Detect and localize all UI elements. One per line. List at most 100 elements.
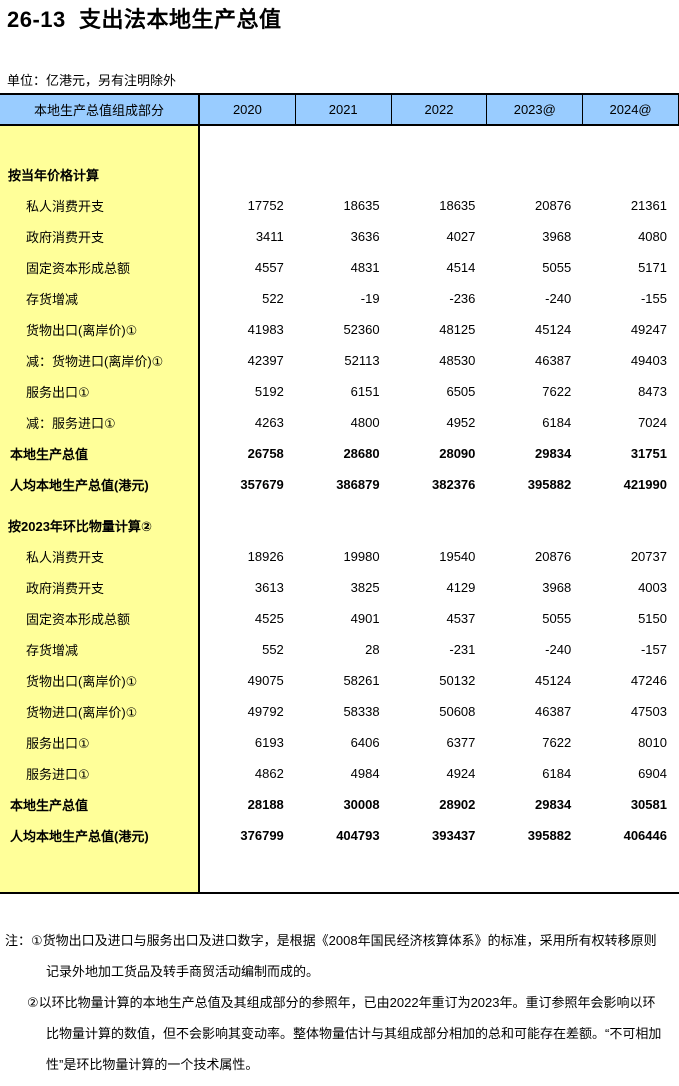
- cell-value: 6406: [350, 735, 380, 750]
- cell-value: 3968: [542, 580, 572, 595]
- row-label: 私人消费开支: [26, 550, 105, 565]
- footnote-line: 比物量计算的数值，但不会影响其变动率。整体物量估计与其组成部分相加的总和可能存在…: [46, 1026, 662, 1041]
- cell-value: 8010: [638, 735, 667, 750]
- cell-value: 30581: [630, 797, 667, 812]
- cell-value: 30008: [343, 797, 380, 812]
- cell-value: 19980: [343, 549, 380, 564]
- cell-value: 49075: [247, 673, 284, 688]
- cell-value: 376799: [240, 828, 284, 843]
- cell-value: 4080: [638, 229, 667, 244]
- cell-value: 17752: [247, 198, 284, 213]
- cell-value: 4862: [254, 766, 284, 781]
- row-label: 服务进口①: [26, 767, 90, 782]
- cell-value: 6184: [542, 766, 572, 781]
- row-label: 私人消费开支: [26, 199, 105, 214]
- row-label: 人均本地生产总值(港元): [10, 829, 149, 844]
- cell-value: -155: [640, 291, 667, 306]
- cell-value: 5150: [638, 611, 667, 626]
- row-label: 减：服务进口①: [26, 416, 116, 431]
- table-row: 减：货物进口(离岸价)① 42397 52113 48530 46387 49403: [0, 345, 679, 376]
- cell-value: 41983: [247, 322, 284, 337]
- cell-value: 6505: [446, 384, 476, 399]
- blank-row: [0, 500, 679, 510]
- cell-value: 49403: [630, 353, 667, 368]
- cell-value: 404793: [336, 828, 380, 843]
- cell-value: 18926: [247, 549, 284, 564]
- cell-value: 45124: [535, 322, 572, 337]
- row-label: 货物进口(离岸价)①: [26, 705, 138, 720]
- footnote-line: 注：①货物出口及进口与服务出口及进口数字，是根据《2008年国民经济核算体系》的…: [5, 933, 657, 948]
- table-row: 服务出口① 5192 6151 6505 7622 8473: [0, 376, 679, 407]
- table-row: 服务出口① 6193 6406 6377 7622 8010: [0, 727, 679, 758]
- column-header-components: 本地生产总值组成部分: [0, 95, 200, 124]
- cell-value: 48530: [439, 353, 476, 368]
- cell-value: 4984: [350, 766, 380, 781]
- cell-value: 3613: [254, 580, 284, 595]
- cell-value: 5055: [542, 260, 572, 275]
- cell-value: 58338: [343, 704, 380, 719]
- table-row: 人均本地生产总值(港元) 357679 386879 382376 395882 4219…: [0, 469, 679, 500]
- row-label: 货物出口(离岸价)①: [26, 674, 138, 689]
- section-heading-row: 按当年价格计算: [0, 159, 679, 190]
- row-label: 固定资本形成总额: [26, 261, 131, 276]
- cell-value: -157: [640, 642, 667, 657]
- cell-value: 5171: [638, 260, 667, 275]
- cell-value: 52360: [343, 322, 380, 337]
- table-row: 减：服务进口① 4263 4800 4952 6184 7024: [0, 407, 679, 438]
- cell-value: 47503: [630, 704, 667, 719]
- blank-row: [0, 126, 679, 159]
- cell-value: 4027: [446, 229, 476, 244]
- cell-value: 522: [262, 291, 284, 306]
- cell-value: 4800: [350, 415, 380, 430]
- cell-value: 46387: [535, 704, 572, 719]
- cell-value: 3825: [350, 580, 380, 595]
- cell-value: 5192: [254, 384, 284, 399]
- cell-value: 6184: [542, 415, 572, 430]
- cell-value: -240: [545, 642, 572, 657]
- footnotes: 注：①货物出口及进口与服务出口及进口数字，是根据《2008年国民经济核算体系》的…: [0, 925, 679, 1080]
- cell-value: 20876: [535, 198, 572, 213]
- cell-value: 386879: [336, 477, 380, 492]
- cell-value: 49792: [247, 704, 284, 719]
- cell-value: 4129: [446, 580, 476, 595]
- cell-value: 47246: [630, 673, 667, 688]
- cell-value: 4831: [350, 260, 380, 275]
- footnote-line: 性”是环比物量计算的一个技术属性。: [46, 1057, 259, 1072]
- row-label: 服务出口①: [26, 385, 90, 400]
- year-column-header: 2022: [392, 95, 488, 124]
- year-column-header: 2023@: [487, 95, 584, 124]
- cell-value: -240: [545, 291, 572, 306]
- cell-value: 4525: [254, 611, 284, 626]
- cell-value: 18635: [439, 198, 476, 213]
- page-title: 26-13 支出法本地生产总值: [7, 7, 282, 32]
- year-column-header: 2021: [296, 95, 392, 124]
- cell-value: 58261: [343, 673, 380, 688]
- cell-value: 28090: [439, 446, 476, 461]
- cell-value: 5055: [542, 611, 572, 626]
- cell-value: 4003: [638, 580, 667, 595]
- cell-value: 393437: [432, 828, 476, 843]
- row-label: 存货增减: [26, 643, 79, 658]
- cell-value: 20737: [630, 549, 667, 564]
- cell-value: 6151: [350, 384, 380, 399]
- cell-value: 7024: [638, 415, 667, 430]
- cell-value: 52113: [344, 353, 380, 368]
- cell-value: 6193: [254, 735, 284, 750]
- row-label: 固定资本形成总额: [26, 612, 131, 627]
- gdp-table: 本地生产总值组成部分 2020 2021 2022 2023@ 2024@ 按当年价格计…: [0, 93, 679, 894]
- cell-value: -19: [360, 291, 380, 306]
- row-label: 政府消费开支: [26, 581, 105, 596]
- cell-value: 28680: [343, 446, 380, 461]
- cell-value: 49247: [630, 322, 667, 337]
- row-label: 本地生产总值: [10, 798, 89, 813]
- cell-value: -236: [449, 291, 476, 306]
- cell-value: 28188: [247, 797, 284, 812]
- year-column-header: 2024@: [583, 95, 679, 124]
- table-row: 政府消费开支 3613 3825 4129 3968 4003: [0, 572, 679, 603]
- cell-value: 382376: [432, 477, 476, 492]
- cell-value: 395882: [527, 477, 572, 492]
- cell-value: -231: [449, 642, 476, 657]
- cell-value: 3636: [350, 229, 380, 244]
- cell-value: 7622: [542, 735, 572, 750]
- table-row: 本地生产总值 28188 30008 28902 29834 30581: [0, 789, 679, 820]
